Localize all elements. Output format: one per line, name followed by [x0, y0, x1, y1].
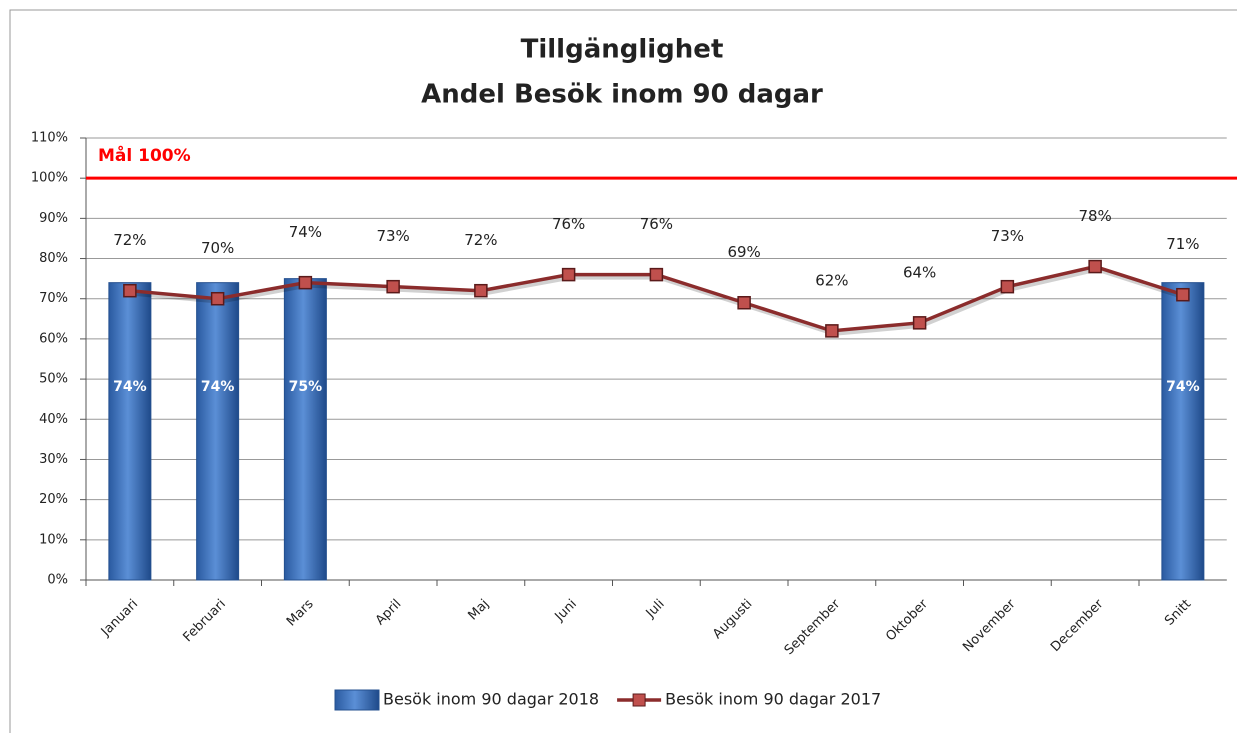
- line-value-label: 72%: [113, 231, 146, 249]
- line-value-label: 74%: [289, 223, 322, 241]
- line-value-label: 70%: [201, 239, 234, 257]
- x-tick-label: Snitt: [1162, 597, 1194, 629]
- x-tick-label: November: [960, 596, 1019, 655]
- line-marker: [386, 279, 400, 294]
- line-marker: [825, 324, 839, 338]
- x-tick-label: September: [782, 596, 844, 658]
- bar-value-label: 74%: [201, 379, 235, 395]
- line-marker: [649, 267, 664, 282]
- y-tick-label: 40%: [39, 412, 68, 427]
- y-tick-label: 0%: [47, 573, 68, 588]
- line-marker: [1176, 287, 1190, 302]
- chart-title: Tillgänglighet: [521, 35, 724, 65]
- y-tick-label: 110%: [31, 131, 68, 146]
- y-tick-label: 10%: [39, 532, 68, 547]
- y-tick-label: 30%: [39, 452, 68, 467]
- line-value-label: 72%: [464, 231, 497, 249]
- target-label: Mål 100%: [98, 144, 191, 166]
- bar: [283, 278, 327, 581]
- line-value-label: 71%: [1166, 235, 1199, 253]
- line-marker: [561, 267, 576, 282]
- legend-swatch: [334, 689, 380, 711]
- x-tick-label: Februari: [180, 597, 228, 645]
- line-marker: [210, 291, 225, 306]
- x-tick-label: Juni: [552, 597, 580, 625]
- x-tick-label: Augusti: [710, 597, 755, 642]
- bar: [196, 282, 240, 581]
- y-tick-label: 80%: [39, 251, 68, 266]
- x-tick-label: Maj: [465, 597, 492, 624]
- line-value-label: 62%: [815, 271, 848, 289]
- bar-value-label: 75%: [289, 379, 323, 395]
- line-value-label: 76%: [640, 215, 673, 233]
- x-tick-label: Juli: [643, 597, 668, 622]
- x-tick-label: April: [373, 597, 405, 629]
- y-tick-label: 90%: [39, 211, 68, 226]
- line-marker: [737, 295, 751, 310]
- line-marker: [298, 275, 313, 290]
- line-marker: [474, 283, 488, 298]
- y-tick-label: 70%: [39, 291, 68, 306]
- bar-value-label: 74%: [1166, 379, 1200, 395]
- line-value-label: 73%: [991, 227, 1024, 245]
- line-value-label: 76%: [552, 215, 585, 233]
- line-value-label: 69%: [727, 243, 760, 261]
- legend-swatch: [632, 693, 646, 707]
- x-tick-label: Mars: [284, 597, 317, 630]
- line-marker: [912, 316, 927, 330]
- bar: [1161, 282, 1205, 581]
- y-tick-label: 50%: [39, 372, 68, 387]
- x-tick-label: Oktober: [883, 596, 931, 644]
- bar: [108, 282, 152, 581]
- chart-subtitle: Andel Besök inom 90 dagar: [421, 80, 823, 110]
- line-marker: [1000, 279, 1015, 294]
- line-value-label: 78%: [1078, 207, 1111, 225]
- x-tick-label: Januari: [98, 597, 141, 640]
- y-tick-label: 60%: [39, 331, 68, 346]
- x-tick-label: December: [1048, 596, 1107, 655]
- y-tick-label: 20%: [39, 492, 68, 507]
- line-marker: [123, 283, 137, 298]
- line-value-label: 73%: [376, 227, 409, 245]
- line-marker: [1088, 259, 1102, 274]
- chart-frame: [9, 9, 1237, 733]
- line-value-label: 64%: [903, 263, 936, 281]
- bar-value-label: 74%: [113, 379, 147, 395]
- legend-label: Besök inom 90 dagar 2018: [383, 690, 599, 709]
- y-tick-label: 100%: [31, 171, 68, 186]
- legend-label: Besök inom 90 dagar 2017: [665, 690, 881, 709]
